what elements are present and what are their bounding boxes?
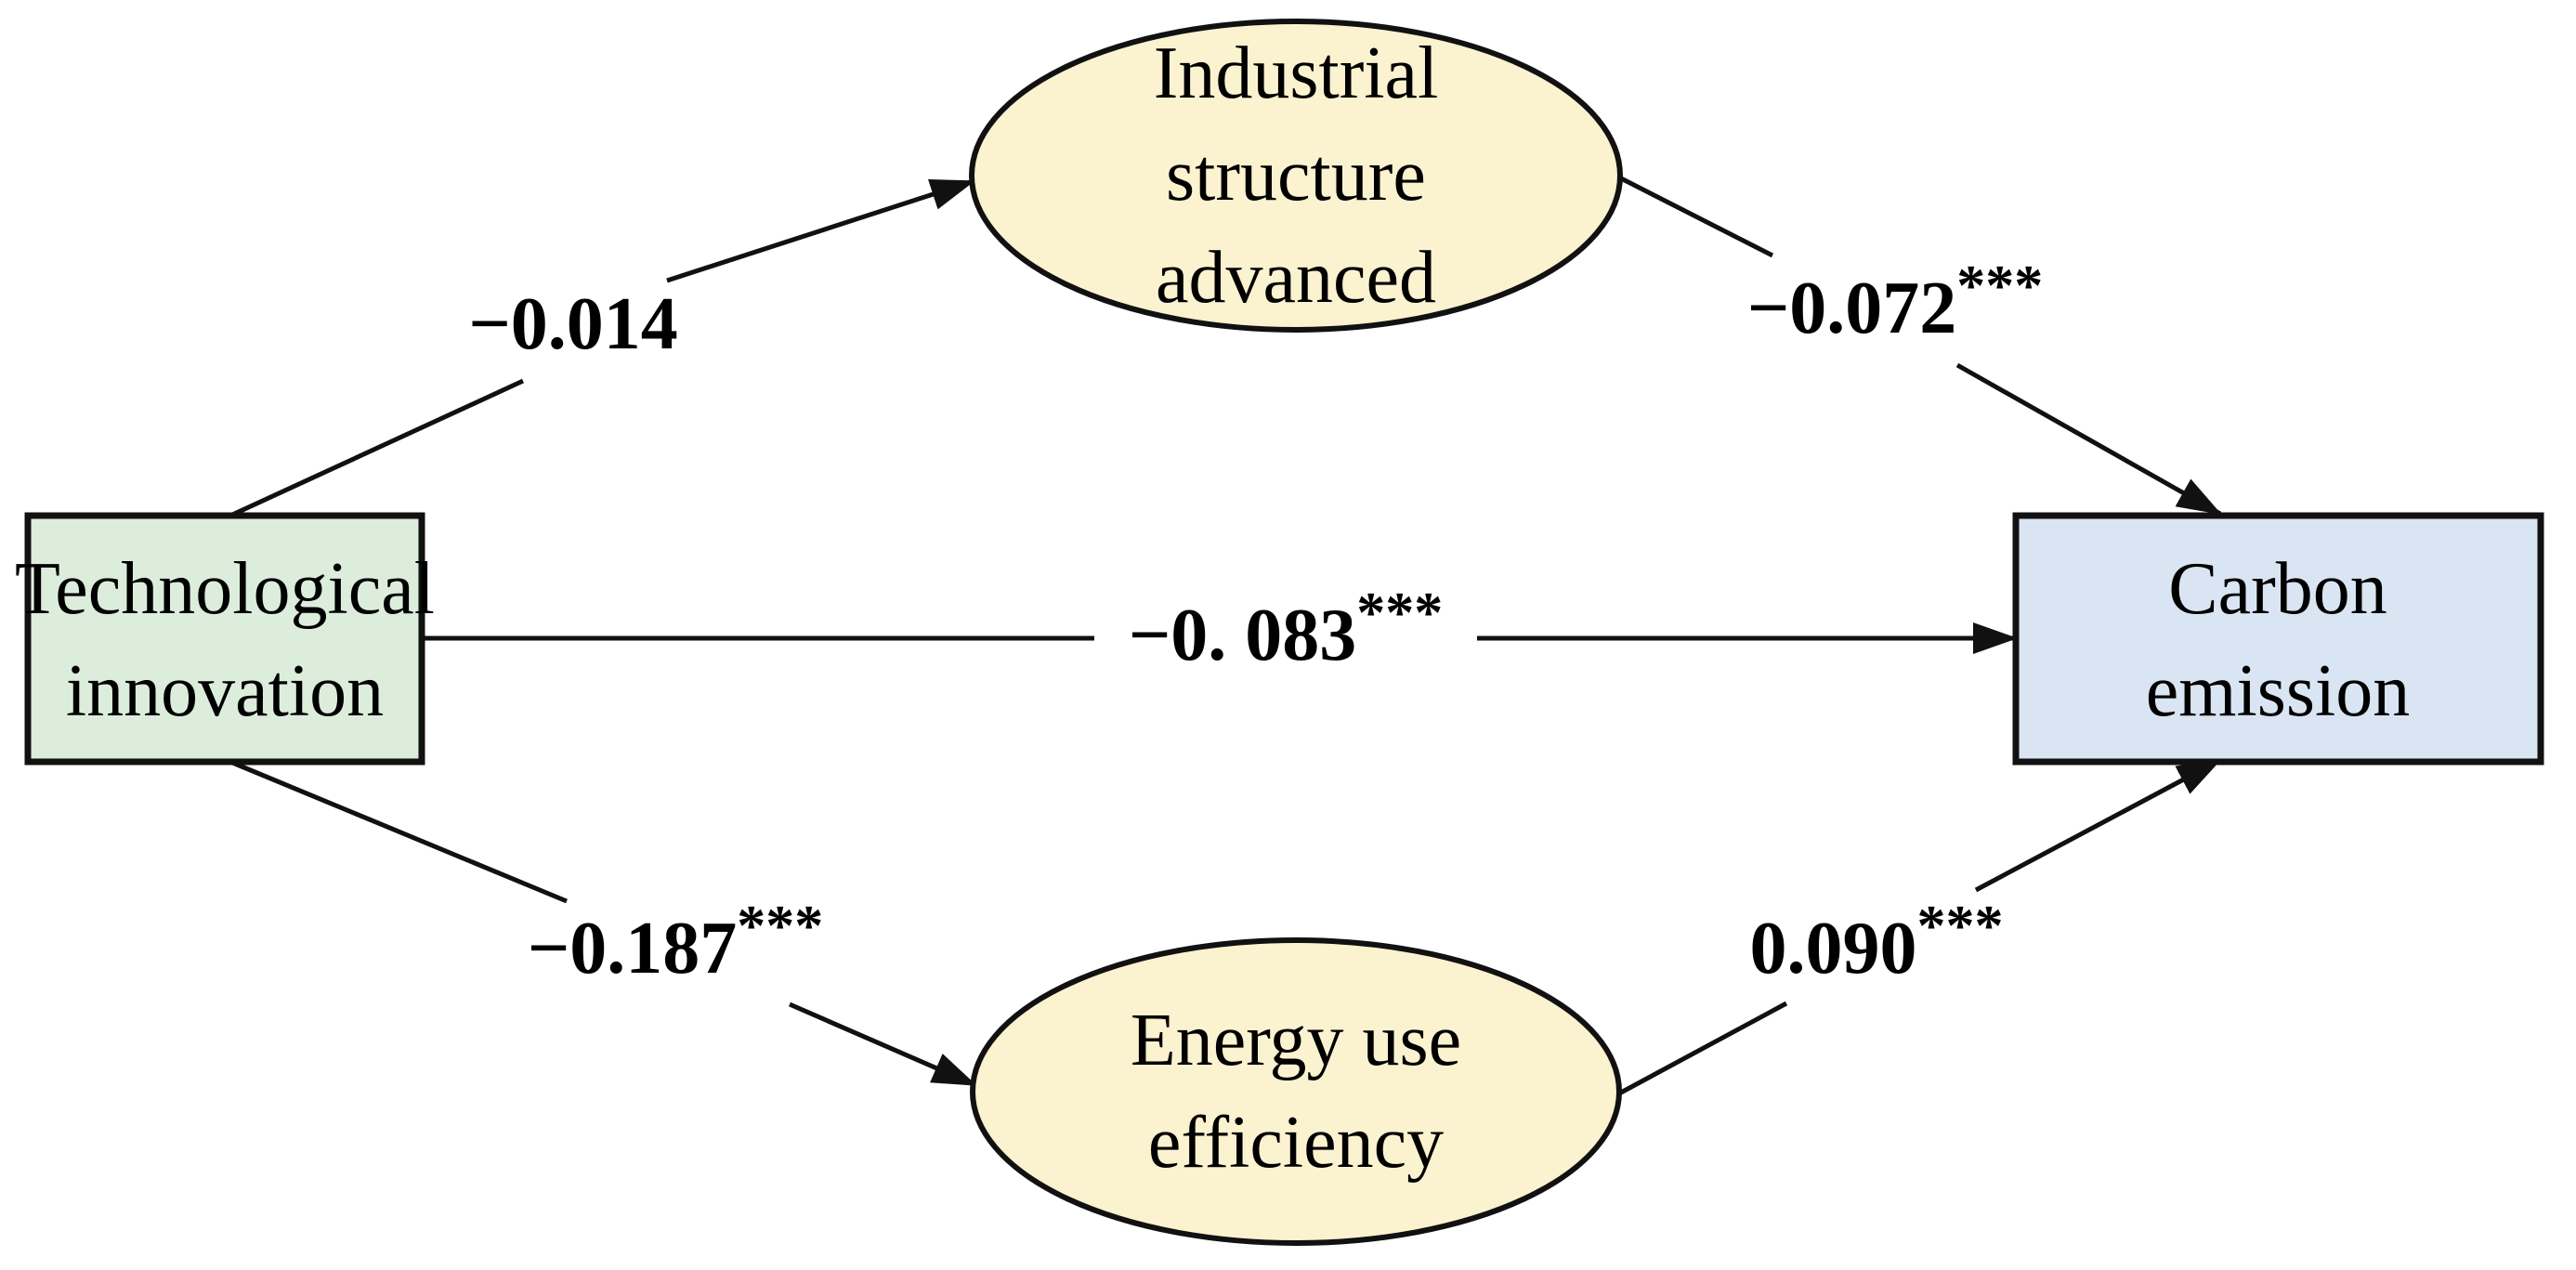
path-tech-innovation-to-industrial-structure: −0.014 — [229, 178, 975, 518]
node-carbon-emission: Carbon emission — [2012, 512, 2544, 766]
industrial-structure-ellipse — [969, 19, 1623, 333]
coefficient-label: −0. 083*** — [1129, 582, 1444, 676]
connector-segment-arrow — [1974, 757, 2222, 893]
energy-efficiency-label: Energy use efficiency — [1131, 1000, 1461, 1184]
coefficient-label: −0.187*** — [528, 895, 824, 989]
industrial-structure-label: Industrial structure advanced — [1154, 33, 1439, 319]
path-tech-innovation-to-energy-efficiency: −0.187*** — [229, 759, 977, 1088]
node-industrial-structure-advanced: Industrial structure advanced — [969, 19, 1623, 333]
technological-innovation-label: Technological innovation — [15, 548, 435, 732]
connector-segment-arrow — [789, 1002, 977, 1088]
energy-efficiency-ellipse — [970, 937, 1622, 1246]
path-energy-efficiency-to-carbon-emission: 0.090*** — [1617, 757, 2222, 1096]
connector-segment — [229, 759, 568, 904]
connector-segment-arrow — [1955, 362, 2222, 517]
coefficient-label: −0.072*** — [1747, 255, 2044, 349]
connector-segment — [229, 378, 525, 518]
path-industrial-structure-to-carbon-emission: −0.072*** — [1619, 176, 2222, 517]
technological-innovation-box — [24, 512, 425, 766]
connector-segment — [1619, 176, 1774, 258]
coefficient-label: −0.014 — [468, 283, 678, 365]
coefficient-label: 0.090*** — [1750, 895, 2004, 989]
path-tech-innovation-to-carbon-emission: −0. 083*** — [422, 582, 2018, 676]
carbon-emission-label: Carbon emission — [2146, 548, 2410, 732]
node-energy-use-efficiency: Energy use efficiency — [970, 937, 1622, 1246]
carbon-emission-box — [2012, 512, 2544, 766]
connector-segment-arrow — [666, 178, 975, 283]
connector-segment — [1617, 1001, 1788, 1096]
node-technological-innovation: Technological innovation — [15, 512, 435, 766]
